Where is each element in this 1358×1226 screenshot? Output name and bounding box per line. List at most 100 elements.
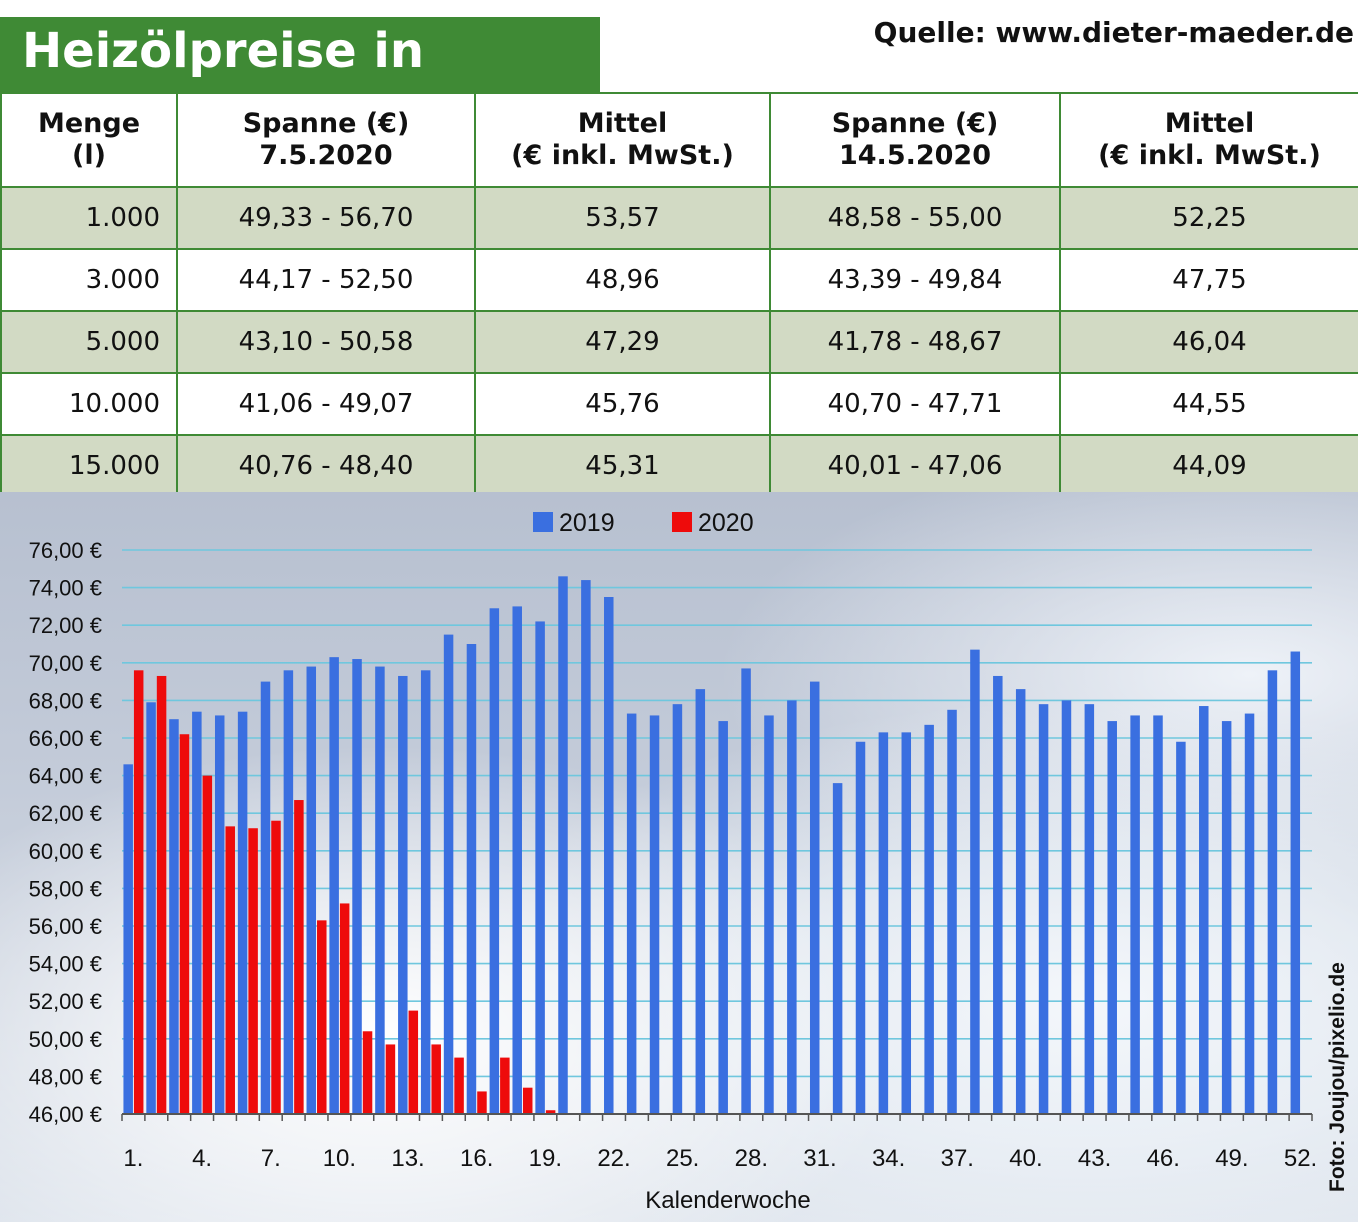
table-cell: 44,09 xyxy=(1059,434,1358,498)
x-tick-label: 10. xyxy=(323,1145,356,1172)
photo-credit: Foto: Joujou/pixelio.de xyxy=(1326,962,1349,1192)
bar-2019-week-33 xyxy=(855,741,866,1114)
table-cell: 5.000 xyxy=(0,310,178,374)
bar-2020-week-9 xyxy=(317,920,327,1114)
bar-2019-week-30 xyxy=(787,700,797,1114)
x-tick-label: 52. xyxy=(1284,1145,1317,1172)
source-label: Quelle: www.dieter-maeder.de xyxy=(873,16,1354,49)
page-title: Heizölpreise in Berlin xyxy=(0,17,600,147)
bar-2019-week-13 xyxy=(398,675,408,1114)
legend-label-2020: 2020 xyxy=(698,509,754,537)
x-tick-label: 22. xyxy=(597,1145,630,1172)
bar-2019-week-36 xyxy=(924,724,934,1114)
bar-2019-week-28 xyxy=(741,668,751,1114)
bar-2020-week-13 xyxy=(408,1010,419,1114)
bar-2019-week-8 xyxy=(283,670,294,1114)
x-tick-label: 1. xyxy=(123,1145,143,1172)
bar-2020-week-12 xyxy=(385,1044,396,1114)
header-menge: Menge (l) xyxy=(0,92,178,188)
bar-2019-week-20 xyxy=(558,576,568,1114)
table-cell: 41,78 - 48,67 xyxy=(769,310,1061,374)
bar-2020-week-14 xyxy=(431,1044,441,1114)
bar-2020-week-16 xyxy=(477,1091,487,1114)
y-tick-label: 62,00 € xyxy=(29,801,102,826)
table-row: 1.000 49,33 - 56,70 53,57 48,58 - 55,00 … xyxy=(0,186,1358,250)
y-tick-label: 56,00 € xyxy=(29,914,102,939)
bar-2020-week-8 xyxy=(294,800,304,1114)
x-tick-label: 16. xyxy=(460,1145,493,1172)
bar-2019-week-27 xyxy=(718,721,728,1114)
x-tick-label: 19. xyxy=(529,1145,562,1172)
bar-2019-week-21 xyxy=(581,580,591,1114)
y-tick-label: 54,00 € xyxy=(29,952,102,977)
table-cell: 41,06 - 49,07 xyxy=(176,372,476,436)
x-axis-title: Kalenderwoche xyxy=(645,1187,810,1214)
table-header-row: Menge (l) Spanne (€) 7.5.2020 Mittel (€ ink… xyxy=(0,92,1358,188)
legend-swatch-2019 xyxy=(533,512,553,532)
y-tick-label: 50,00 € xyxy=(29,1027,102,1052)
table-cell: 47,75 xyxy=(1059,248,1358,312)
y-tick-label: 58,00 € xyxy=(29,876,102,901)
bar-2019-week-7 xyxy=(260,681,271,1114)
legend-label-2019: 2019 xyxy=(559,509,615,537)
bar-2019-week-38 xyxy=(970,649,980,1114)
table-cell: 40,76 - 48,40 xyxy=(176,434,476,498)
bar-2019-week-31 xyxy=(809,681,820,1114)
bar-2019-week-42 xyxy=(1061,700,1072,1114)
bar-2019-week-43 xyxy=(1084,704,1095,1114)
bar-2019-week-2 xyxy=(146,702,156,1114)
table-row: 5.000 43,10 - 50,58 47,29 41,78 - 48,67 … xyxy=(0,310,1358,374)
bar-2019-week-48 xyxy=(1199,706,1209,1114)
bar-2019-week-45 xyxy=(1130,715,1140,1114)
bar-2019-week-16 xyxy=(466,644,477,1114)
bar-2019-week-18 xyxy=(512,606,522,1114)
bar-2020-week-15 xyxy=(454,1057,464,1114)
x-tick-label: 25. xyxy=(666,1145,699,1172)
bar-2020-week-4 xyxy=(202,775,213,1114)
y-tick-label: 46,00 € xyxy=(29,1102,102,1127)
bar-2019-week-26 xyxy=(695,689,706,1114)
table-cell: 44,55 xyxy=(1059,372,1358,436)
bar-2019-week-52 xyxy=(1290,651,1301,1114)
bar-2020-week-7 xyxy=(271,820,281,1114)
y-tick-label: 64,00 € xyxy=(29,764,102,789)
bar-2019-week-35 xyxy=(901,732,912,1114)
table-cell: 43,10 - 50,58 xyxy=(176,310,476,374)
bar-2019-week-29 xyxy=(764,715,774,1114)
bar-2019-week-3 xyxy=(169,719,179,1114)
table-row: 15.000 40,76 - 48,40 45,31 40,01 - 47,06… xyxy=(0,434,1358,498)
table-row: 10.000 41,06 - 49,07 45,76 40,70 - 47,71… xyxy=(0,372,1358,436)
bar-2019-week-39 xyxy=(993,675,1003,1114)
bar-2019-week-4 xyxy=(192,711,202,1114)
bar-2020-week-11 xyxy=(362,1031,373,1114)
y-tick-label: 70,00 € xyxy=(29,651,102,676)
table-row: 3.000 44,17 - 52,50 48,96 43,39 - 49,84 … xyxy=(0,248,1358,312)
x-tick-label: 13. xyxy=(391,1145,424,1172)
y-tick-label: 48,00 € xyxy=(29,1064,102,1089)
table-cell: 1.000 xyxy=(0,186,178,250)
price-table: Menge (l) Spanne (€) 7.5.2020 Mittel (€ ink… xyxy=(0,92,1358,498)
chart-background: 46,00 € 48,00 € 50,00 € 52,00 € 54,00 € 56,00… xyxy=(0,492,1358,1222)
bar-2019-week-1 xyxy=(123,764,133,1114)
bar-2020-week-5 xyxy=(225,826,235,1114)
table-cell: 45,31 xyxy=(474,434,771,498)
bar-2019-week-14 xyxy=(420,670,431,1114)
bar-2019-week-47 xyxy=(1176,741,1186,1114)
bar-2020-week-19 xyxy=(545,1110,556,1114)
bar-2019-week-15 xyxy=(443,634,454,1114)
bar-2020-week-18 xyxy=(522,1087,533,1114)
bar-2019-week-51 xyxy=(1267,670,1278,1114)
table-cell: 46,04 xyxy=(1059,310,1358,374)
bar-2019-week-34 xyxy=(878,732,889,1114)
y-tick-label: 72,00 € xyxy=(29,613,102,638)
table-cell: 48,58 - 55,00 xyxy=(769,186,1061,250)
bar-2019-week-6 xyxy=(237,711,248,1114)
table-cell: 44,17 - 52,50 xyxy=(176,248,476,312)
x-tick-label: 28. xyxy=(735,1145,768,1172)
table-cell: 49,33 - 56,70 xyxy=(176,186,476,250)
header-mittel-1: Mittel (€ inkl. MwSt.) xyxy=(474,92,771,188)
y-tick-label: 52,00 € xyxy=(29,989,102,1014)
header-spanne-1: Spanne (€) 7.5.2020 xyxy=(176,92,476,188)
bar-2020-week-6 xyxy=(248,828,258,1114)
x-tick-label: 4. xyxy=(192,1145,212,1172)
